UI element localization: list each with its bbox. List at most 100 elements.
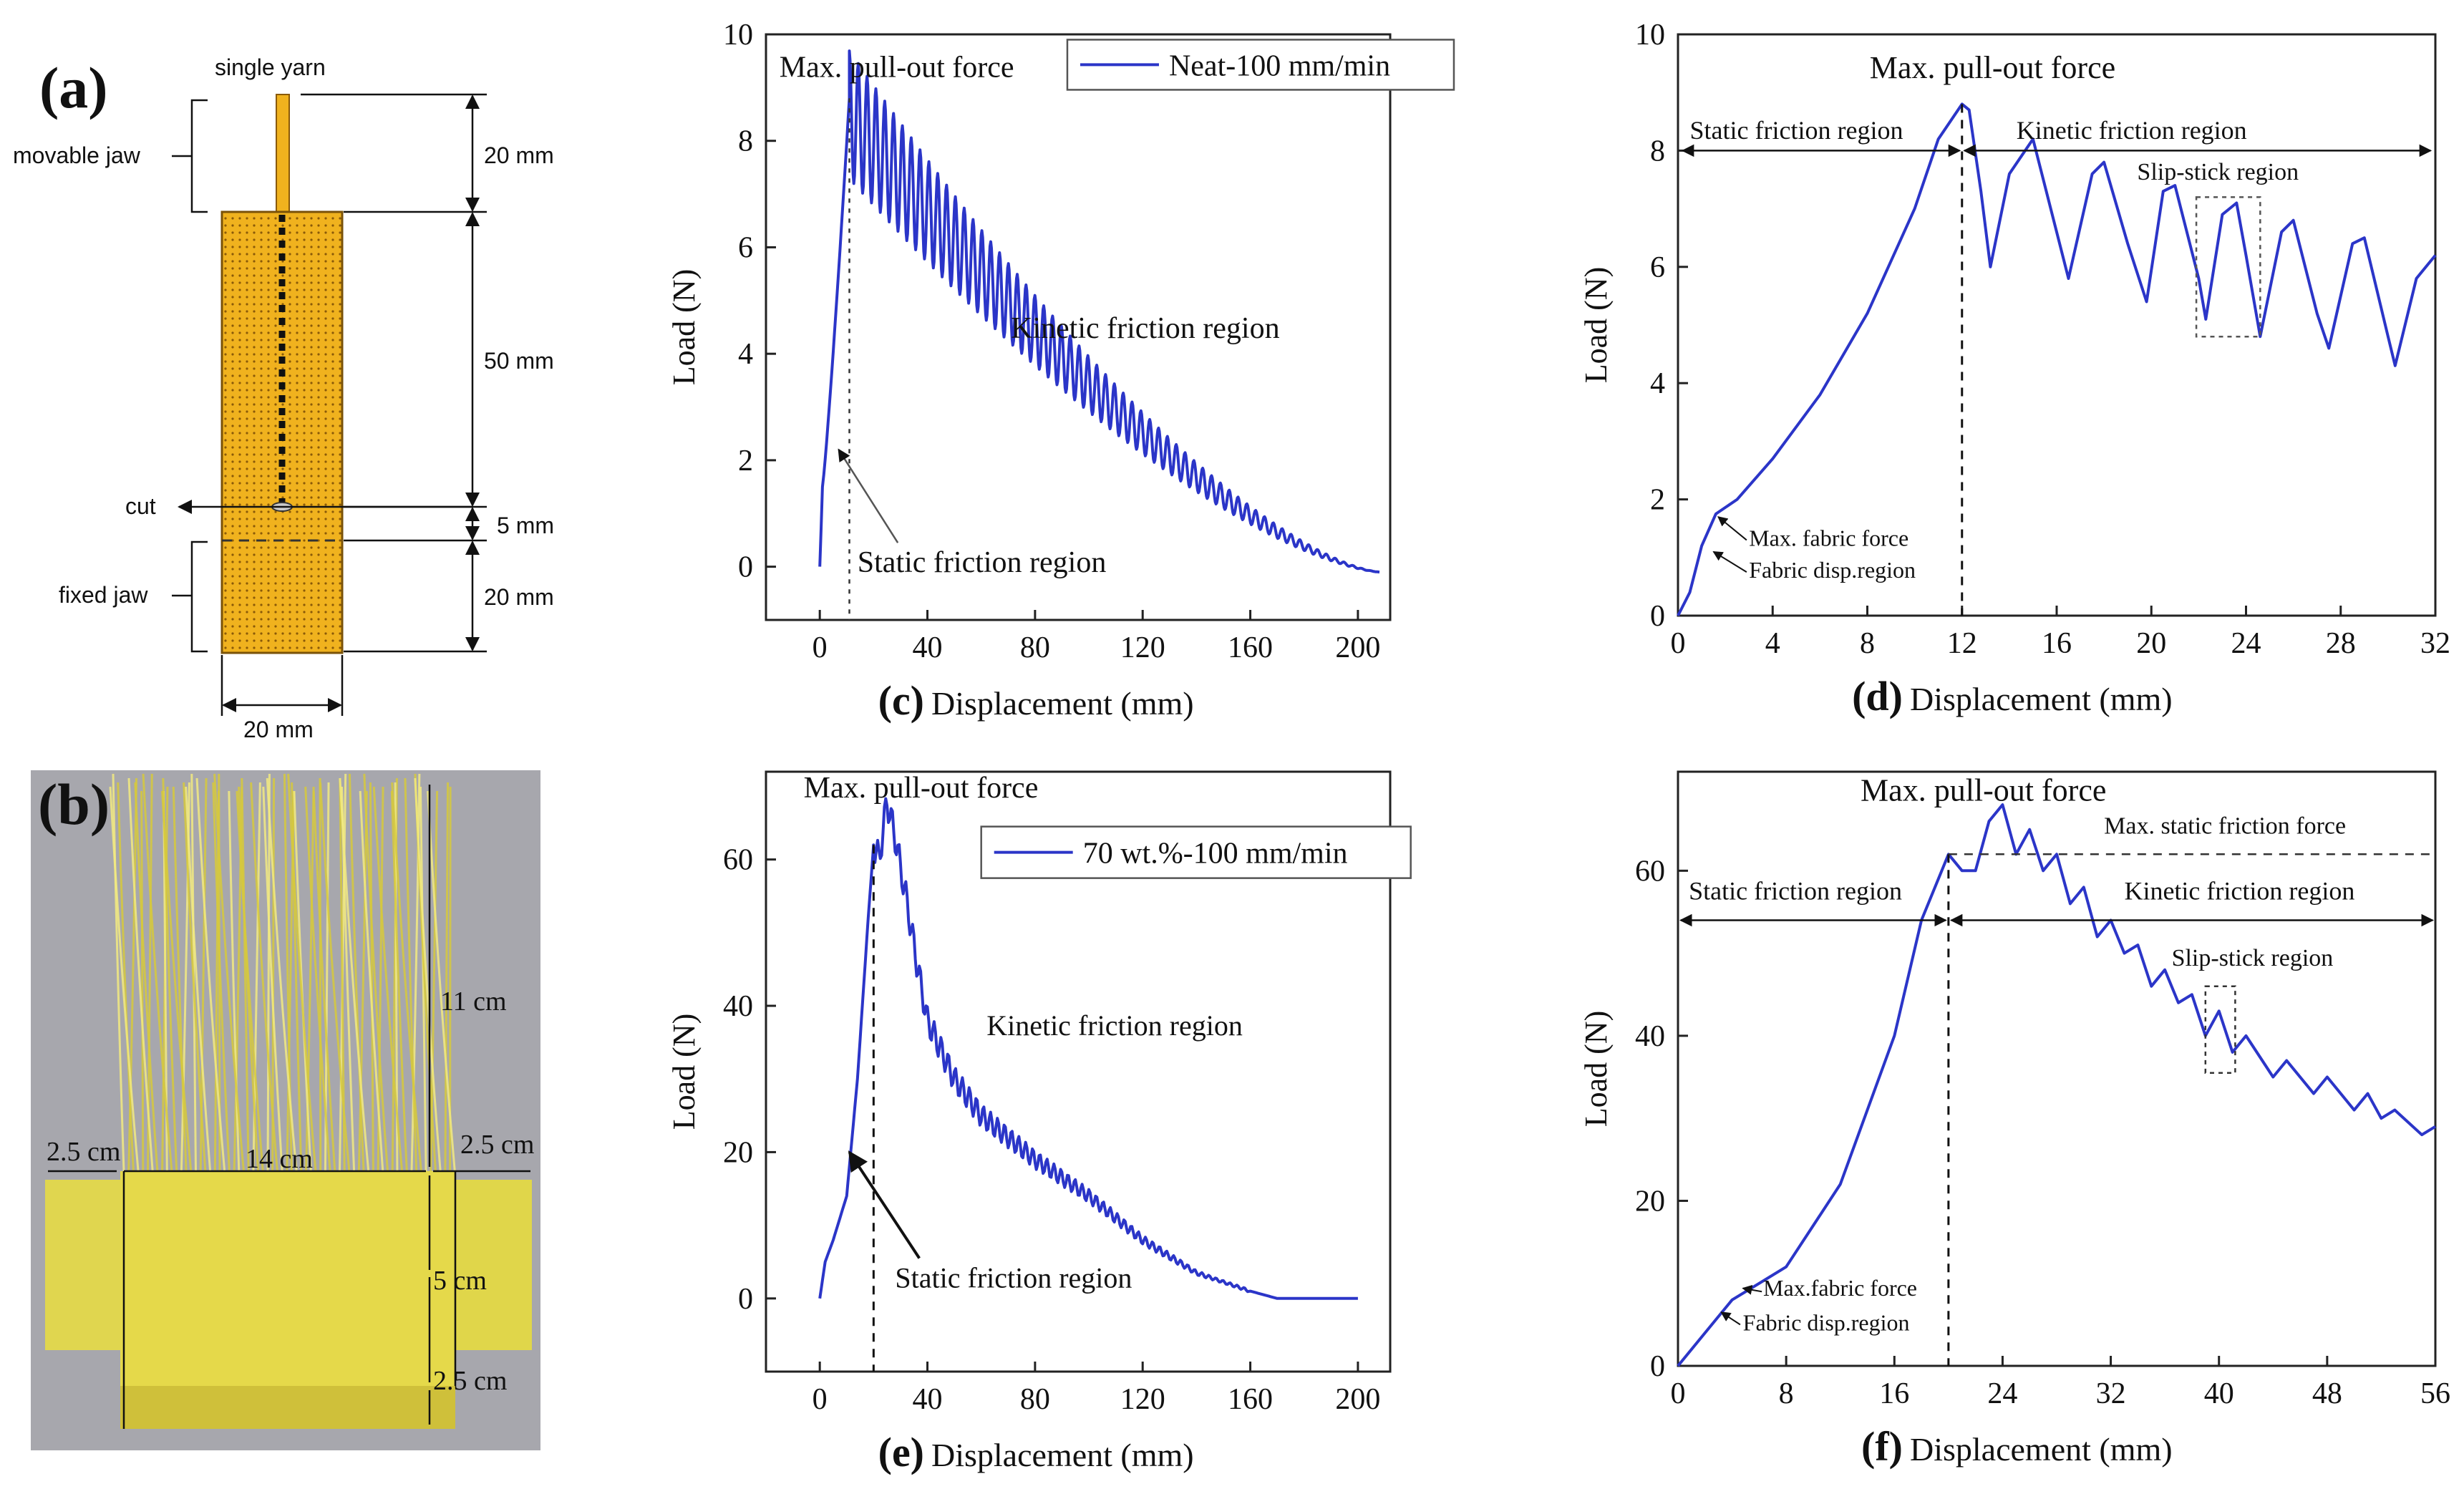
x-tick-label: 120 [1120, 631, 1165, 664]
yarn-strand [348, 773, 365, 1172]
y-tick-label: 2 [738, 445, 753, 477]
panel-label: (f) [1861, 1423, 1903, 1470]
plot-frame [765, 770, 1392, 1373]
photo-dim-2-5-left: 2.5 cm [47, 1137, 120, 1167]
yarn-strand [127, 777, 154, 1172]
yarn-strand [391, 782, 422, 1172]
max-fabric-arrow [1717, 516, 1747, 541]
yarn-strand [183, 782, 207, 1172]
legend-label: 70 wt.%-100 mm/min [1083, 838, 1348, 870]
yarn-strand [319, 777, 322, 1172]
chart-e: 0 40 80 120 160 200 0 20 40 60 Load (N) (e) Displace… [666, 770, 1412, 1475]
yarn-strand [283, 773, 293, 1172]
annotation-static-arrow [848, 1150, 921, 1259]
yarn-strand [172, 786, 188, 1172]
yarn-strand [359, 790, 384, 1172]
annotation-fabric-disp: Fabric disp.region [1743, 1309, 1910, 1335]
annotation-slipstick: Slip-stick region [2137, 159, 2299, 185]
annotation-kinetic: Kinetic friction region [986, 1009, 1243, 1042]
y-tick-label: 60 [1635, 855, 1665, 888]
yarn-strand [262, 786, 283, 1172]
fixed-jaw-bracket [190, 540, 208, 653]
annotation-slipstick: Slip-stick region [2172, 945, 2334, 971]
yarn-strand [112, 773, 125, 1172]
yarn-strand [250, 782, 278, 1172]
y-axis-label: Load (N) [1578, 267, 1614, 384]
annotation-static: Static friction region [1690, 116, 1903, 145]
y-tick-label: 6 [1650, 251, 1665, 284]
x-tick-label: 40 [913, 1383, 943, 1416]
plot-frame [765, 33, 1392, 621]
y-axis-label: Load (N) [666, 1014, 702, 1130]
x-tick-label: 16 [2042, 627, 2072, 660]
yarn-strand [266, 773, 271, 1172]
data-line-d [1677, 102, 2437, 616]
annotation-max-force: Max. pull-out force [804, 772, 1039, 805]
yarn-strand [134, 782, 159, 1172]
x-tick-label: 24 [2231, 627, 2261, 660]
annotation-static: Static friction region [1689, 877, 1902, 906]
y-tick-label: 10 [723, 19, 753, 52]
y-tick-label: 0 [738, 1283, 753, 1316]
movable-jaw-label: movable jaw [13, 142, 141, 168]
y-tick-label: 20 [1635, 1185, 1665, 1218]
yarn-strand [419, 786, 427, 1172]
yarn-strand [161, 790, 193, 1172]
x-tick-label: 12 [1947, 627, 1977, 660]
annotation-max-fabric: Max. fabric force [1749, 525, 1908, 551]
legend-box [1066, 39, 1455, 91]
yarn-strand [185, 786, 212, 1172]
annotation-max-fabric: Max.fabric force [1763, 1275, 1917, 1301]
y-tick-label: 4 [1650, 367, 1665, 400]
panel-b-label: (b) [38, 772, 110, 837]
x-tick-label: 160 [1228, 631, 1273, 664]
yarn-strand [339, 777, 370, 1172]
x-axis-label: Displacement (mm) [931, 1437, 1194, 1473]
y-tick-label: 2 [1650, 484, 1665, 517]
x-tick-label: 32 [2096, 1377, 2126, 1410]
single-yarn-label: single yarn [215, 54, 326, 80]
x-axis-label: Displacement (mm) [1910, 681, 2173, 717]
annotation-static: Static friction region [895, 1261, 1132, 1294]
photo-dim-5: 5 cm [433, 1266, 487, 1296]
y-tick-label: 8 [738, 125, 753, 158]
y-tick-label: 0 [1650, 1350, 1665, 1383]
yarn-strand [109, 786, 140, 1172]
photo-dim-11: 11 cm [440, 986, 507, 1017]
x-tick-label: 200 [1335, 1383, 1380, 1416]
yarn-strand [312, 790, 336, 1172]
yarn-strand [213, 773, 245, 1172]
yarn-strand [304, 786, 331, 1172]
movable-jaw-bracket [190, 99, 208, 213]
x-tick-label: 200 [1335, 631, 1380, 664]
x-tick-label: 4 [1765, 627, 1780, 660]
yarn-strand [319, 782, 351, 1172]
panel-a-schematic: (a) single yarn movable jaw fixed jaw cu… [13, 54, 554, 742]
x-tick-label: 120 [1120, 1383, 1165, 1416]
annotation-kinetic: Kinetic friction region [2124, 877, 2354, 906]
fabric-body [120, 1171, 455, 1386]
x-tick-label: 40 [913, 631, 943, 664]
x-tick-label: 0 [813, 1383, 828, 1416]
yarn-strand [291, 782, 303, 1172]
x-tick-label: 16 [1879, 1377, 1909, 1410]
plot-frame [1677, 770, 2437, 1367]
yarn-strand [236, 790, 264, 1172]
x-tick-label: 0 [1671, 627, 1686, 660]
x-tick-label: 8 [1779, 1377, 1794, 1410]
y-tick-label: 0 [1650, 600, 1665, 633]
y-tick-label: 10 [1635, 19, 1665, 52]
photo-dim-14: 14 cm [246, 1144, 313, 1174]
panel-label: (e) [878, 1429, 924, 1475]
yarn-strand [372, 786, 404, 1172]
yarn-strand [287, 773, 317, 1172]
annotation-max-force: Max. pull-out force [1861, 772, 2106, 807]
yarn-strand [414, 777, 442, 1172]
y-axis-label: Load (N) [666, 269, 702, 386]
panel-b-photo: 11 cm 2.5 cm 14 cm 2.5 cm 5 cm 2.5 cm (b… [31, 770, 540, 1450]
yarn-strand [390, 790, 408, 1172]
legend-label: Neat-100 mm/min [1169, 49, 1390, 82]
x-tick-label: 32 [2420, 627, 2450, 660]
fabric-bottom-fringe [120, 1386, 455, 1429]
